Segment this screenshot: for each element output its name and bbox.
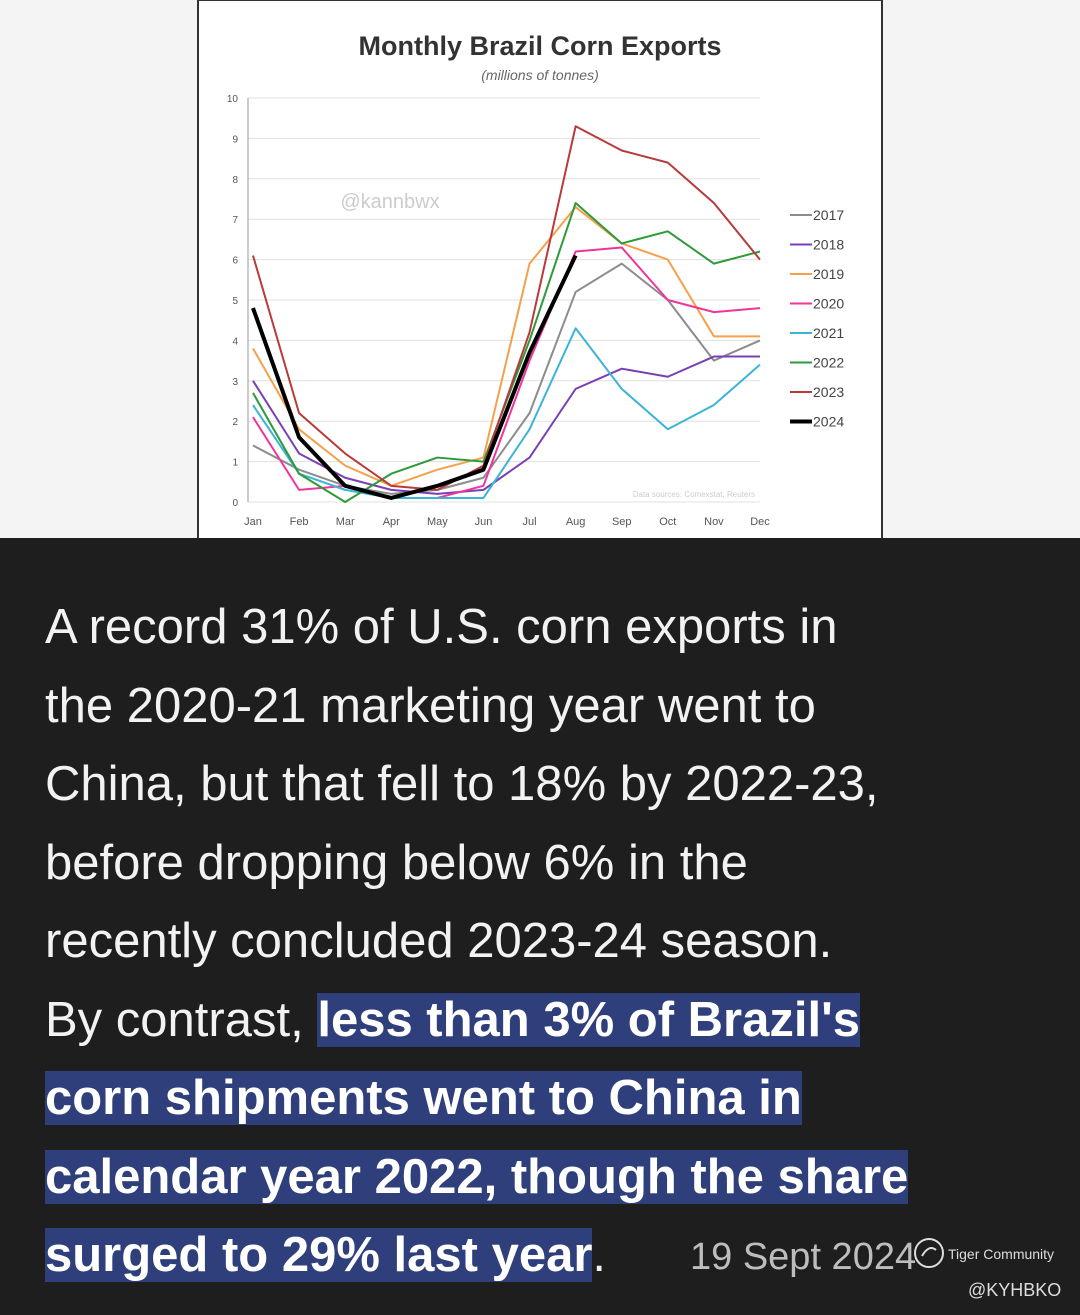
source: Data sources: Comexstat, Reuters xyxy=(633,490,755,499)
text: China, but that fell to 18% by 2022-23, xyxy=(45,757,879,811)
series-line xyxy=(251,254,578,500)
y-tick-label: 2 xyxy=(232,417,238,428)
y-tick-label: 3 xyxy=(232,377,238,388)
x-tick-label: Oct xyxy=(659,516,676,528)
y-tick-label: 4 xyxy=(232,336,238,347)
highlighted-text: less than 3% of Brazil's xyxy=(317,992,860,1047)
series-line xyxy=(252,262,761,495)
chart-area: Monthly Brazil Corn Exports (millions of… xyxy=(0,0,1080,541)
text-line: calendar year 2022, though the share xyxy=(45,1138,1055,1217)
x-tick-label: Dec xyxy=(750,516,770,528)
handle: @KYHBKO xyxy=(968,1280,1062,1300)
x-tick-label: Jan xyxy=(244,516,262,528)
text: . xyxy=(592,1228,607,1282)
text-line: surged to 29% last year. xyxy=(45,1216,1055,1295)
legend-label: 2020 xyxy=(813,296,844,312)
legend-label: 2021 xyxy=(813,325,844,341)
post-text: A record 31% of U.S. corn exports in the … xyxy=(45,588,1055,1295)
y-tick-label: 0 xyxy=(232,498,238,509)
legend-label: 2018 xyxy=(813,237,844,253)
text-line: corn shipments went to China in xyxy=(45,1059,1055,1138)
y-tick-label: 1 xyxy=(232,458,238,469)
x-tick-label: Feb xyxy=(290,516,309,528)
watermark: @kannbwx xyxy=(340,191,439,213)
text: the 2020-21 marketing year went to xyxy=(45,678,816,733)
y-tick-label: 5 xyxy=(232,296,238,307)
chart-title: Monthly Brazil Corn Exports xyxy=(358,31,721,61)
highlighted-text: corn shipments went to China in xyxy=(45,1071,802,1125)
y-tick-label: 8 xyxy=(232,175,238,186)
chart: Monthly Brazil Corn Exports (millions of… xyxy=(197,0,883,541)
highlighted-text: surged to 29% last year xyxy=(45,1228,593,1282)
text: recently concluded 2023-24 season. xyxy=(45,914,833,968)
legend-label: 2023 xyxy=(813,384,844,400)
y-tick-label: 10 xyxy=(227,94,239,105)
legend-label: 2022 xyxy=(813,355,844,371)
legend-label: 2024 xyxy=(813,414,844,430)
text-line: before dropping below 6% in the xyxy=(45,824,1055,903)
x-tick-label: Nov xyxy=(704,516,724,528)
x-tick-label: Mar xyxy=(336,516,355,528)
text: before dropping below 6% in the xyxy=(45,835,748,890)
y-tick-label: 6 xyxy=(232,256,238,267)
x-tick-label: Aug xyxy=(566,516,586,528)
text-line: China, but that fell to 18% by 2022-23, xyxy=(45,745,1055,824)
text-line: the 2020-21 marketing year went to xyxy=(45,667,1055,746)
x-tick-label: May xyxy=(427,516,448,528)
series-line xyxy=(252,206,760,487)
text: A record 31% of U.S. corn exports in xyxy=(45,600,838,654)
y-tick-label: 7 xyxy=(232,215,238,226)
x-tick-label: Apr xyxy=(383,516,400,528)
x-tick-label: Jun xyxy=(475,516,493,528)
text-line: recently concluded 2023-24 season. xyxy=(45,902,1055,981)
brand-icon xyxy=(914,1238,944,1268)
series-line xyxy=(252,355,760,495)
y-tick-label: 9 xyxy=(232,134,238,145)
text-line: A record 31% of U.S. corn exports in xyxy=(45,588,1055,667)
legend-label: 2019 xyxy=(813,266,844,282)
text-line: By contrast, less than 3% of Brazil's xyxy=(45,981,1055,1060)
text: By contrast, xyxy=(45,992,318,1047)
series-line xyxy=(252,125,761,491)
series-line xyxy=(252,327,761,499)
legend-label: 2017 xyxy=(813,207,844,223)
x-tick-label: Jul xyxy=(523,516,537,528)
highlighted-text: calendar year 2022, though the share xyxy=(45,1149,909,1204)
post-date: 19 Sept 2024 xyxy=(690,1236,917,1278)
brand: Tiger Community xyxy=(948,1246,1055,1262)
chart-subtitle: (millions of tonnes) xyxy=(481,67,599,83)
x-tick-label: Sep xyxy=(612,516,632,528)
